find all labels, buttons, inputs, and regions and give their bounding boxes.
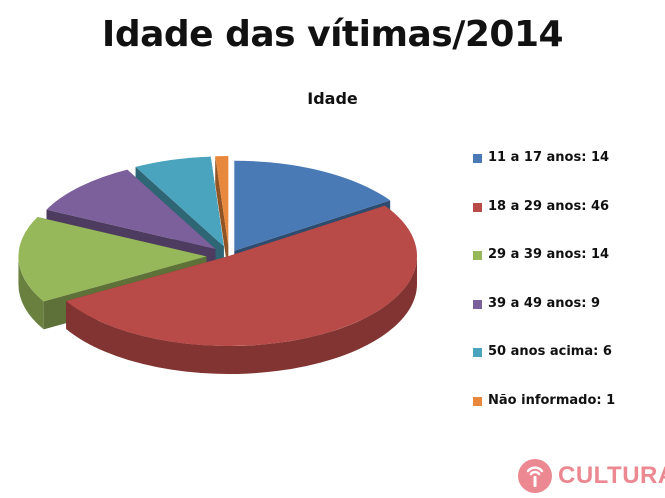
legend-item: 50 anos acima: 6 <box>473 344 615 393</box>
pie-slice <box>46 169 216 250</box>
legend-item: 29 a 39 anos: 14 <box>473 247 615 296</box>
legend-label: 39 a 49 anos: 9 <box>488 295 600 311</box>
legend-swatch <box>473 299 482 309</box>
legend-swatch <box>473 154 482 163</box>
chart-subtitle: Idade <box>307 89 358 108</box>
legend-swatch <box>473 396 482 406</box>
legend-label: 18 a 29 anos: 46 <box>488 198 610 214</box>
pie-slice <box>18 216 207 302</box>
legend-swatch <box>473 251 482 260</box>
legend-item: 11 a 17 anos: 14 <box>473 150 615 199</box>
legend-item: Não informado: 1 <box>473 393 615 442</box>
legend-label: 29 a 39 anos: 14 <box>488 247 610 262</box>
legend-swatch <box>473 202 482 212</box>
pie-slice <box>215 156 229 247</box>
radio-signal-icon <box>518 459 552 493</box>
legend-item: 39 a 49 anos: 9 <box>473 296 615 345</box>
legend-label: 11 a 17 anos: 14 <box>488 150 610 165</box>
pie-slice-edge <box>66 256 417 374</box>
cultura-watermark: CULTURA <box>518 459 665 493</box>
pie-slice <box>135 156 224 247</box>
chart-legend: 11 a 17 anos: 14 18 a 29 anos: 46 29 a 3… <box>473 150 615 441</box>
legend-label: Não informado: 1 <box>488 392 616 408</box>
watermark-text: CULTURA <box>558 462 665 489</box>
legend-label: 50 anos acima: 6 <box>488 344 612 359</box>
pie-slice-edge <box>18 256 44 330</box>
legend-item: 18 a 29 anos: 46 <box>473 199 615 248</box>
chart-title: Idade das vítimas/2014 <box>101 14 564 55</box>
legend-swatch <box>473 348 482 357</box>
pie-slice-side <box>215 156 229 275</box>
pie-slice <box>66 205 417 346</box>
pie-slice <box>234 160 391 251</box>
